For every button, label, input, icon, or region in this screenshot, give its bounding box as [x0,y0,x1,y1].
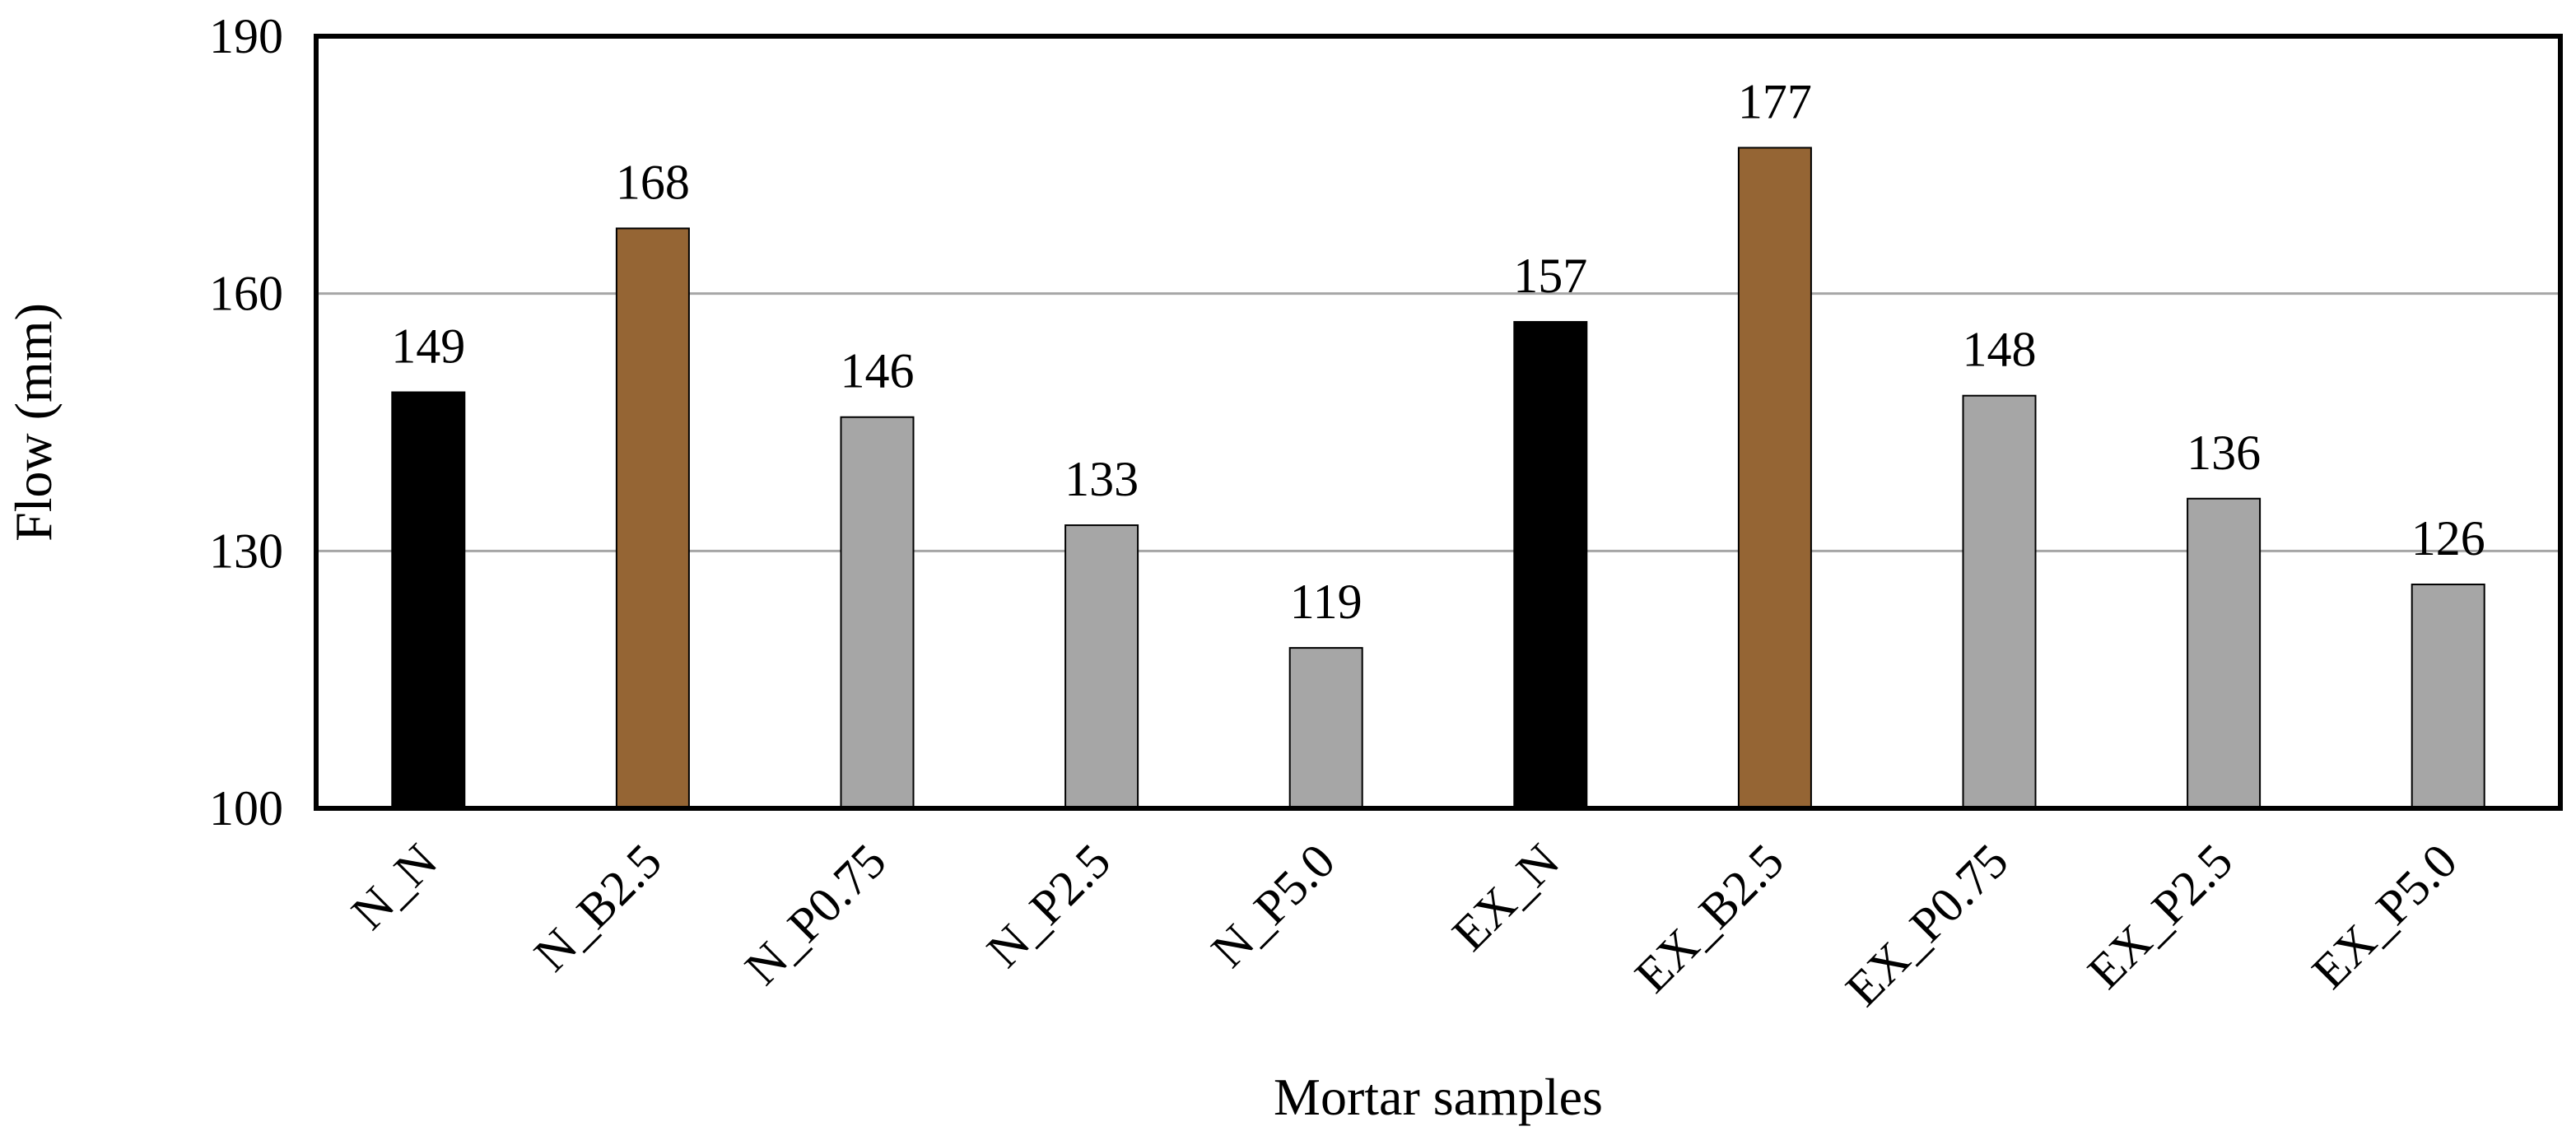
x-tick-label: N_P0.75 [734,834,896,995]
x-tick-label: EX_P5.0 [2302,834,2467,999]
data-labels: 149 168 146 133 119 157 177 148 136 126 [391,74,2485,629]
x-tick-label: EX_P0.75 [1835,834,2018,1017]
bar-n-b2-5 [615,227,690,809]
bar-ex-n [1513,321,1588,809]
data-label: 136 [2187,426,2261,480]
x-tick-label: EX_N [1442,834,1569,961]
data-label: 146 [841,344,915,398]
data-label: 119 [1290,575,1363,629]
y-tick-label: 100 [209,781,283,835]
x-tick-label: N_P5.0 [1201,834,1345,978]
x-axis-title: Mortar samples [1274,1068,1603,1126]
data-label: 157 [1513,249,1587,303]
x-axis-ticks: N_N N_B2.5 N_P0.75 N_P2.5 N_P5.0 EX_N EX_B2.5 E… [341,834,2467,1017]
x-tick-label: EX_P2.5 [2077,834,2243,999]
data-label: 133 [1064,452,1139,506]
plot-frame [314,34,2563,811]
y-axis-title: Flow (mm) [4,303,63,542]
bars [391,147,2485,809]
x-tick-label: EX_B2.5 [1624,834,1794,1003]
data-label: 177 [1738,74,1812,128]
y-axis-ticks: 100 130 160 190 [209,9,283,835]
bar-n-p5-0 [1288,647,1363,809]
bar-ex-p5-0 [2411,583,2485,809]
data-label: 168 [616,155,690,209]
bar-ex-p2-5 [2187,497,2262,809]
gridlines [316,292,2560,552]
data-label: 148 [1963,323,2037,377]
data-label: 126 [2411,511,2485,566]
y-tick-label: 160 [209,267,283,321]
bar-n-p0-75 [840,416,915,809]
x-tick-label: N_B2.5 [524,834,672,982]
y-tick-label: 130 [209,524,283,578]
data-label: 149 [391,319,465,374]
x-tick-label: N_P2.5 [976,834,1120,978]
bar-ex-b2-5 [1737,147,1812,809]
bar-n-p2-5 [1064,524,1139,809]
bar-n-n [391,391,466,809]
x-tick-label: N_N [341,834,447,940]
bar-ex-p0-75 [1962,394,2037,809]
y-tick-label: 190 [209,9,283,63]
